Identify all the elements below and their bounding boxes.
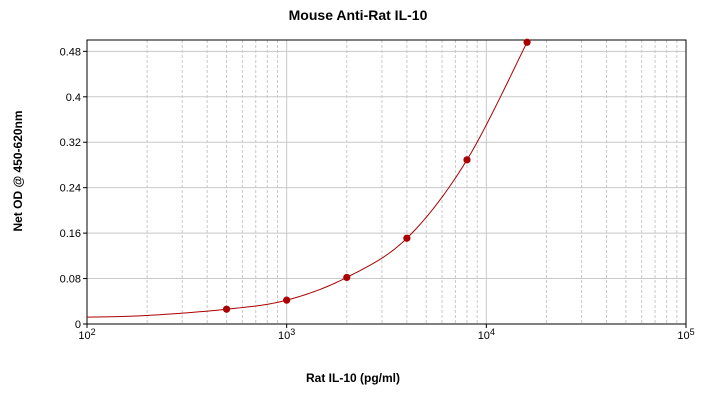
y-tick-label: 0.24 [60, 183, 81, 195]
data-point [403, 234, 411, 242]
y-tick-label: 0 [75, 319, 81, 331]
y-tick-label: 0.32 [60, 137, 81, 149]
x-tick-label: 103 [278, 327, 295, 342]
data-point [523, 38, 531, 46]
fit-curve [86, 42, 528, 318]
x-tick-label: 102 [78, 327, 95, 342]
grid [86, 40, 686, 325]
data-point [222, 305, 231, 313]
y-tick-label: 0.48 [60, 46, 81, 58]
x-tick-label: 104 [478, 327, 495, 342]
x-axis-title: Rat IL-10 (pg/ml) [306, 371, 400, 385]
data-point [463, 156, 471, 164]
fit-curve-group [86, 42, 528, 318]
y-tick-label: 0.08 [60, 274, 81, 286]
chart-title: Mouse Anti-Rat IL-10 [289, 7, 428, 23]
x-axis-ticks: 102 103 104 105 [78, 324, 695, 342]
data-point [343, 273, 351, 282]
y-axis-ticks: 0 0.08 0.16 0.24 0.32 0.4 0.48 [60, 46, 87, 331]
data-point [283, 296, 291, 304]
plot-area [86, 39, 687, 325]
x-tick-label: 105 [677, 327, 694, 342]
y-tick-label: 0.4 [66, 92, 81, 104]
y-axis-title: Net OD @ 450-620nm [11, 110, 25, 231]
data-points [222, 38, 531, 313]
y-tick-label: 0.16 [60, 228, 81, 240]
